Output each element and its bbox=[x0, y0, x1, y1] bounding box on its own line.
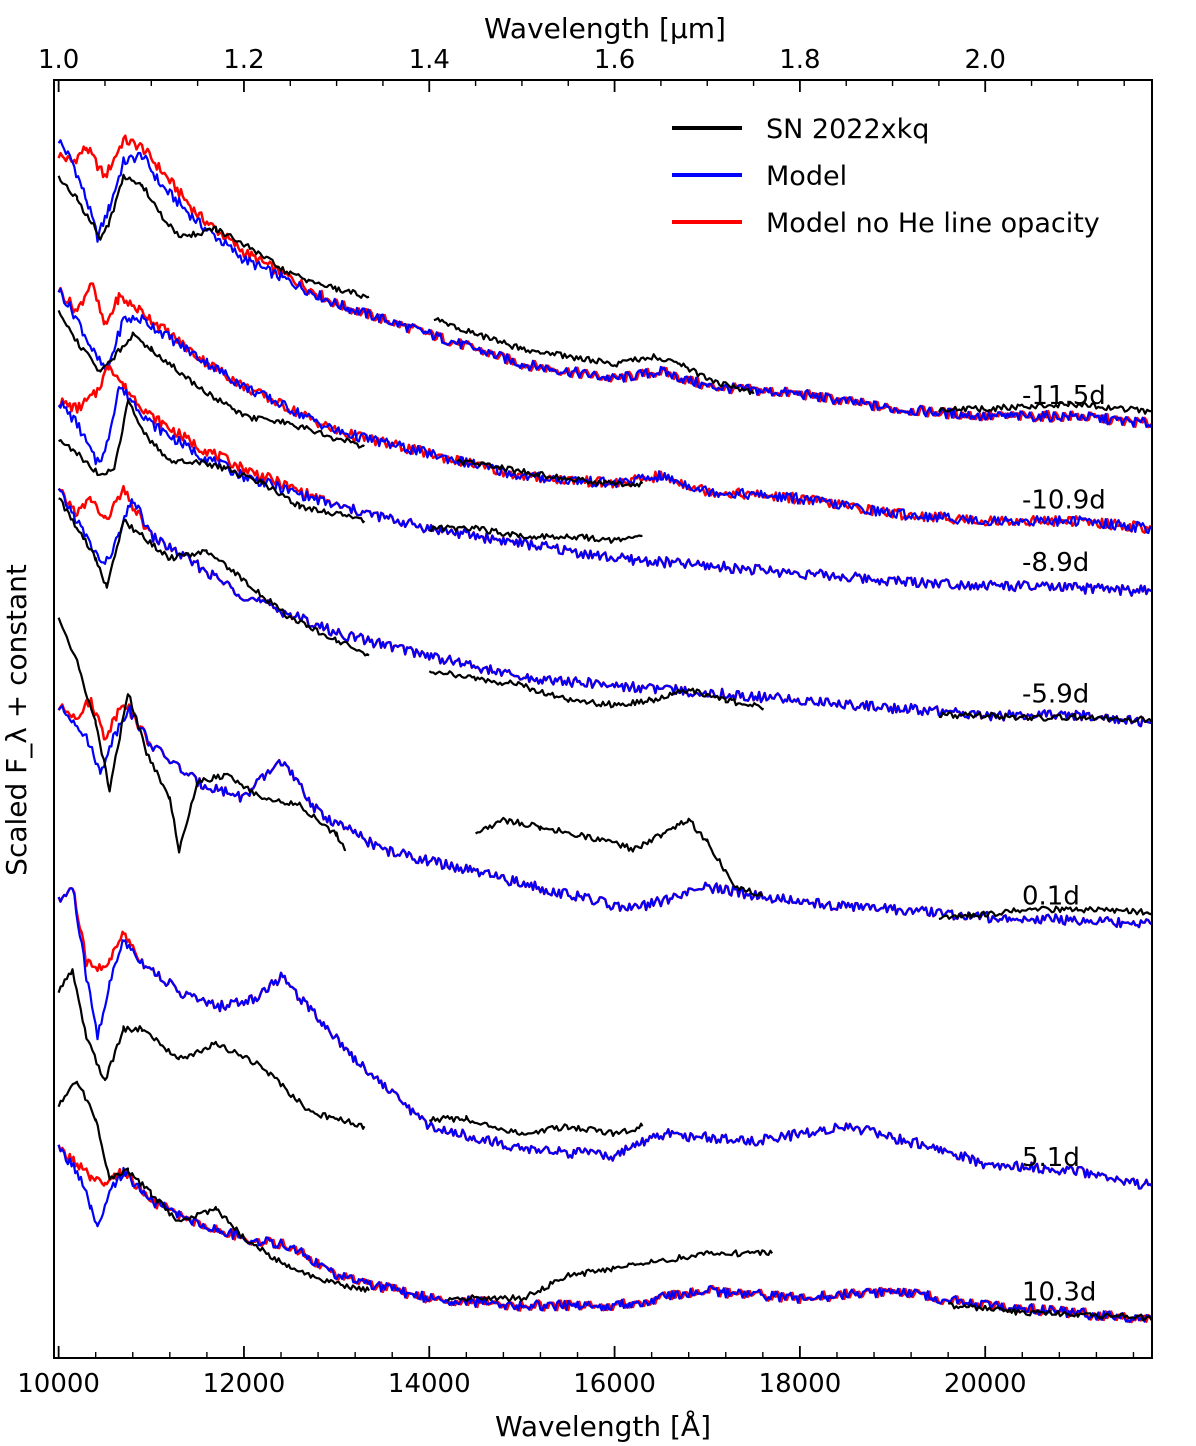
series-model-line bbox=[57, 287, 1152, 535]
x2-tick-label: 1.0 bbox=[38, 45, 79, 75]
series-observed-line bbox=[456, 458, 644, 488]
x2-tick-label: 1.2 bbox=[223, 45, 264, 75]
x2-axis-title: Wavelength [μm] bbox=[484, 12, 726, 45]
x-tick-label: 18000 bbox=[759, 1369, 842, 1399]
epoch-label: -11.5d bbox=[1022, 381, 1106, 411]
epoch-label: -8.9d bbox=[1022, 548, 1089, 578]
legend-label: Model bbox=[766, 161, 847, 192]
plot-frame bbox=[53, 79, 1153, 1359]
series-observed-line bbox=[58, 399, 366, 524]
epoch-group bbox=[57, 617, 1152, 929]
series-observed-line bbox=[937, 400, 1152, 415]
series-observed-line bbox=[57, 309, 365, 449]
epoch-group bbox=[57, 1080, 1152, 1324]
series-observed-line bbox=[433, 317, 755, 395]
x-tick-label: 16000 bbox=[573, 1369, 656, 1399]
series-observed-line bbox=[475, 816, 764, 898]
series-layer bbox=[57, 134, 1152, 1324]
epoch-group bbox=[57, 134, 1152, 429]
epoch-label: 10.3d bbox=[1022, 1278, 1096, 1308]
series-model-line bbox=[57, 887, 1152, 1190]
epoch-label: 0.1d bbox=[1022, 882, 1080, 912]
series-model-line bbox=[57, 386, 1152, 597]
epoch-group bbox=[57, 887, 1152, 1190]
series-observed-line bbox=[428, 670, 764, 711]
x-tick-label: 14000 bbox=[388, 1369, 471, 1399]
series-observed-line bbox=[57, 617, 347, 854]
series-observed-line bbox=[57, 968, 366, 1130]
series-observed-line bbox=[57, 1080, 370, 1293]
series-observed-line bbox=[428, 524, 643, 544]
legend-label: Model no He line opacity bbox=[766, 208, 1100, 239]
series-observed-line bbox=[58, 497, 370, 657]
legend: SN 2022xkq Model Model no He line opacity bbox=[672, 114, 1100, 239]
x-tick-label: 20000 bbox=[944, 1369, 1027, 1399]
x-axis-title: Wavelength [Å] bbox=[495, 1409, 711, 1443]
x2-tick-label: 1.4 bbox=[409, 45, 450, 75]
x2-tick-label: 1.6 bbox=[594, 45, 635, 75]
series-observed-line bbox=[428, 1115, 644, 1137]
x2-tick-label: 2.0 bbox=[965, 45, 1006, 75]
epoch-label: -10.9d bbox=[1022, 485, 1106, 515]
x-tick-label: 12000 bbox=[203, 1369, 286, 1399]
series-observed-line bbox=[938, 711, 1152, 723]
x2-tick-label: 1.8 bbox=[779, 45, 820, 75]
epoch-label: -5.9d bbox=[1022, 680, 1089, 710]
series-observed-line bbox=[938, 905, 1152, 921]
series-model-line bbox=[57, 488, 1152, 728]
series-observed-line bbox=[446, 1249, 774, 1303]
x-tick-label: 10000 bbox=[17, 1369, 100, 1399]
epoch-group bbox=[57, 484, 1152, 728]
epoch-group bbox=[57, 282, 1152, 535]
legend-label: SN 2022xkq bbox=[766, 114, 929, 145]
series-model-line bbox=[57, 1144, 1152, 1323]
epoch-group bbox=[57, 364, 1152, 597]
epoch-labels: -11.5d -10.9d -8.9d -5.9d 0.1d 5.1d 10.3d bbox=[1022, 381, 1106, 1308]
y-axis-title: Scaled F_λ + constant bbox=[0, 564, 33, 876]
axes: 10000 12000 14000 16000 18000 20000 1.0 1.2 1.4 1… bbox=[0, 12, 1153, 1443]
epoch-label: 5.1d bbox=[1022, 1143, 1080, 1173]
series-observed-line bbox=[947, 1301, 1152, 1322]
series-observed-line bbox=[57, 173, 370, 299]
series-model-line bbox=[57, 139, 1152, 428]
